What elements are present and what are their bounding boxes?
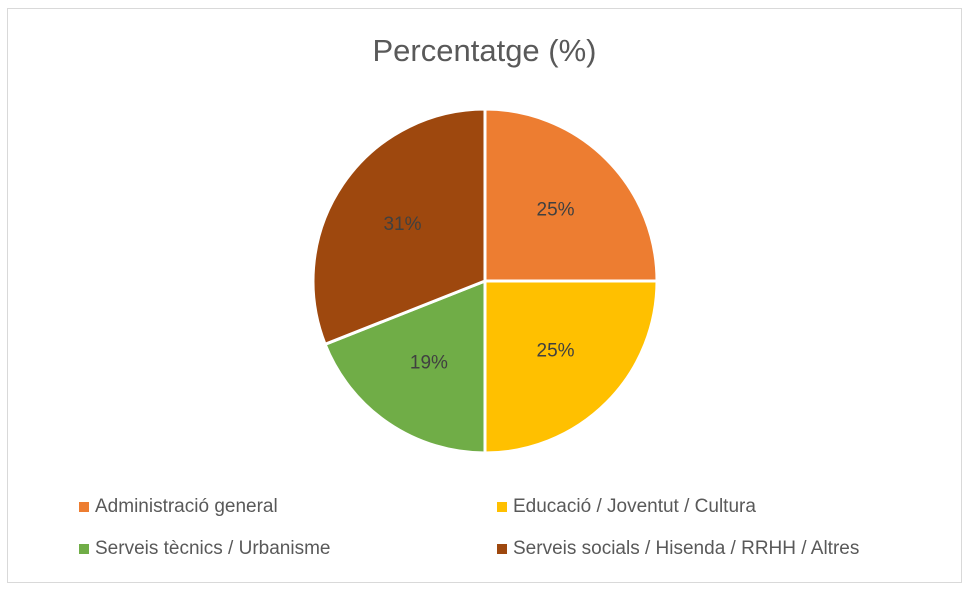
legend-swatch — [79, 502, 89, 512]
data-label-educacio-joventut-cultura: 25% — [537, 341, 575, 362]
pie-slice-serveis-tecnics-urbanisme — [323, 278, 487, 455]
pie-slice-educacio-joventut-cultura — [483, 279, 659, 455]
legend-item-serveis-tecnics-urbanisme: Serveis tècnics / Urbanisme — [79, 537, 330, 561]
data-label-serveis-socials-hisenda-rrhh-altres: 31% — [383, 214, 421, 235]
legend-swatch — [497, 502, 507, 512]
data-label-administracio-general: 25% — [537, 199, 575, 220]
legend-item-administracio-general: Administració general — [79, 495, 278, 519]
data-label-serveis-tecnics-urbanisme: 19% — [410, 353, 448, 374]
legend-item-serveis-socials-hisenda-rrhh-altres: Serveis socials / Hisenda / RRHH / Altre… — [497, 537, 859, 561]
legend-label: Serveis tècnics / Urbanisme — [95, 538, 331, 559]
pie-slice-administracio-general — [483, 107, 659, 283]
pie-slices — [311, 107, 659, 455]
legend-swatch — [497, 544, 507, 554]
legend-swatch — [79, 544, 89, 554]
legend-label: Educació / Joventut / Cultura — [513, 496, 756, 517]
pie-slice-labels: 25% 25% 19% 31% — [383, 199, 574, 373]
legend-item-educacio-joventut-cultura: Educació / Joventut / Cultura — [497, 495, 756, 519]
chart-title: Percentatge (%) — [372, 33, 597, 68]
pie-slice-serveis-socials-hisenda-rrhh-altres — [311, 107, 487, 347]
legend-label: Administració general — [95, 496, 278, 517]
legend-label: Serveis socials / Hisenda / RRHH / Altre… — [513, 538, 860, 559]
